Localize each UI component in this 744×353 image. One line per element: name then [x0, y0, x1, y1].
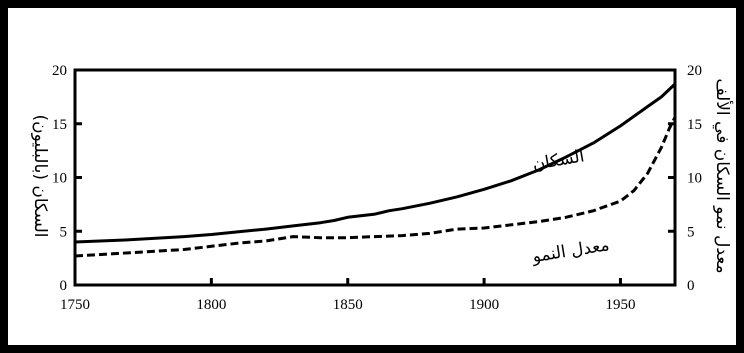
- y-right-tick-label-10: 10: [687, 171, 702, 187]
- chart-panel: 1750 1800 1850 1900 1950 0 5 10 15 20 0 5 10 15 20 الس…: [8, 8, 736, 345]
- y-axis-label-right: معدل نمو السكان في الألف: [712, 78, 733, 273]
- y-right-tick-label-20: 20: [687, 63, 702, 79]
- x-tick-label-1900: 1900: [469, 297, 499, 313]
- population-chart: 1750 1800 1850 1900 1950 0 5 10 15 20 0 5 10 15 20 الس…: [30, 63, 733, 313]
- y-axis-label-left: السكان (بالبليون): [30, 114, 50, 237]
- y-right-tick-label-15: 15: [687, 117, 702, 133]
- y-left-tick-label-0: 0: [60, 278, 68, 294]
- axes: 1750 1800 1850 1900 1950 0 5 10 15 20 0 5 10 15 20: [52, 63, 702, 313]
- series-label-population: السكان: [531, 146, 586, 175]
- y-right-tick-label-0: 0: [687, 278, 695, 294]
- series-line-growth-rate: [74, 116, 677, 258]
- y-left-tick-label-5: 5: [60, 224, 68, 240]
- x-tick-label-1750: 1750: [60, 297, 90, 313]
- y-left-tick-label-10: 10: [52, 171, 67, 187]
- x-tick-label-1850: 1850: [333, 297, 363, 313]
- y-left-tick-label-20: 20: [52, 63, 67, 79]
- y-right-tick-label-5: 5: [687, 224, 695, 240]
- x-tick-label-1950: 1950: [605, 297, 635, 313]
- series-lines: [74, 82, 677, 258]
- series-line-population: [74, 82, 677, 244]
- y-left-tick-label-15: 15: [52, 117, 67, 133]
- x-tick-label-1800: 1800: [196, 297, 226, 313]
- series-label-growth-rate: معدل النمو: [530, 235, 611, 267]
